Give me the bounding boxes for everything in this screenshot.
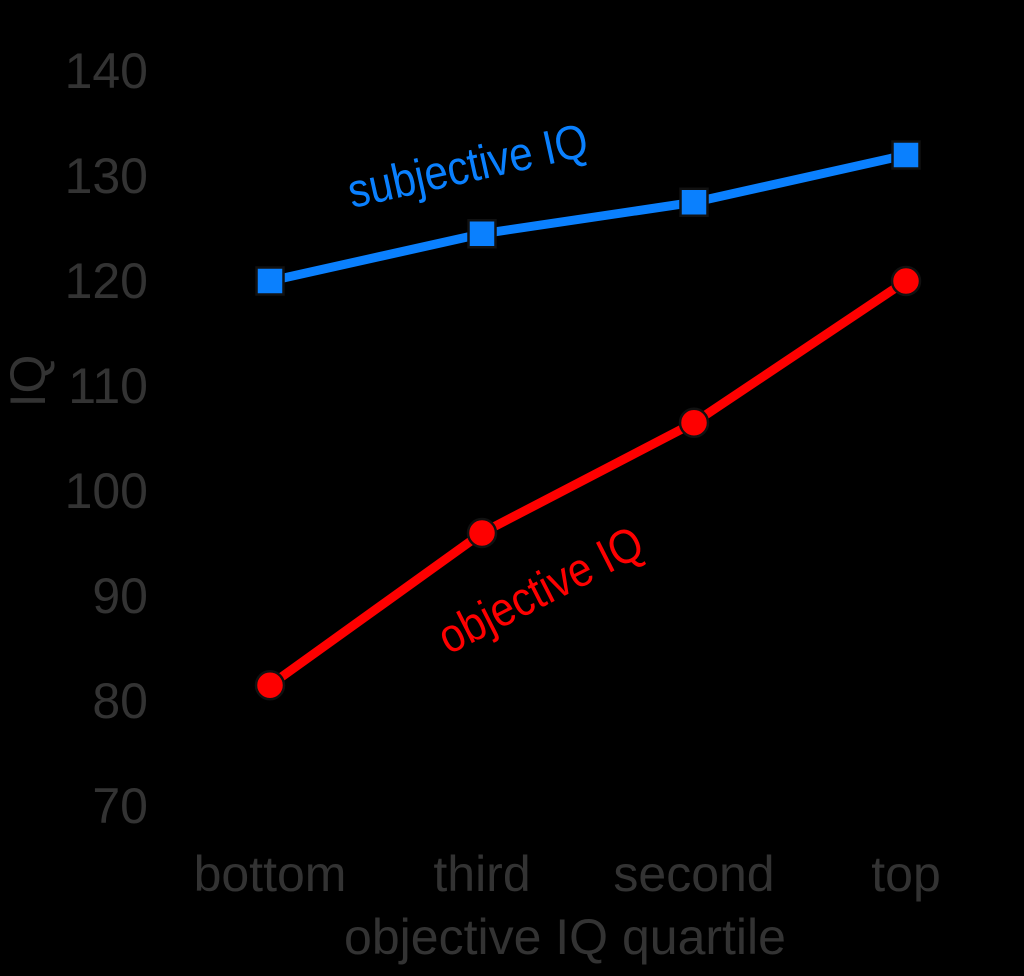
data-point-square	[679, 187, 709, 217]
y-tick-label: 130	[64, 148, 148, 204]
y-tick-label: 120	[64, 253, 148, 309]
data-point-square	[891, 140, 921, 170]
y-tick-label: 110	[68, 358, 148, 414]
y-tick-label: 80	[92, 673, 148, 729]
x-axis-title: objective IQ quartile	[344, 909, 786, 965]
data-point-circle	[466, 517, 498, 549]
y-tick-label: 100	[64, 463, 148, 519]
y-tick-label: 140	[64, 43, 148, 99]
x-tick-label: bottom	[193, 846, 347, 902]
y-tick-label: 90	[92, 568, 148, 624]
series-line-0	[269, 150, 907, 286]
x-tick-label: third	[433, 846, 531, 902]
y-tick-label: 70	[92, 778, 148, 834]
data-point-circle	[678, 407, 710, 438]
x-tick-label: second	[613, 846, 775, 902]
x-tick-label: top	[871, 846, 941, 902]
data-point-square	[255, 266, 285, 296]
data-point-circle	[890, 265, 922, 297]
data-point-circle	[254, 670, 286, 701]
series-line-1	[267, 277, 909, 689]
data-point-square	[467, 219, 497, 249]
y-axis-title: IQ	[0, 354, 56, 408]
